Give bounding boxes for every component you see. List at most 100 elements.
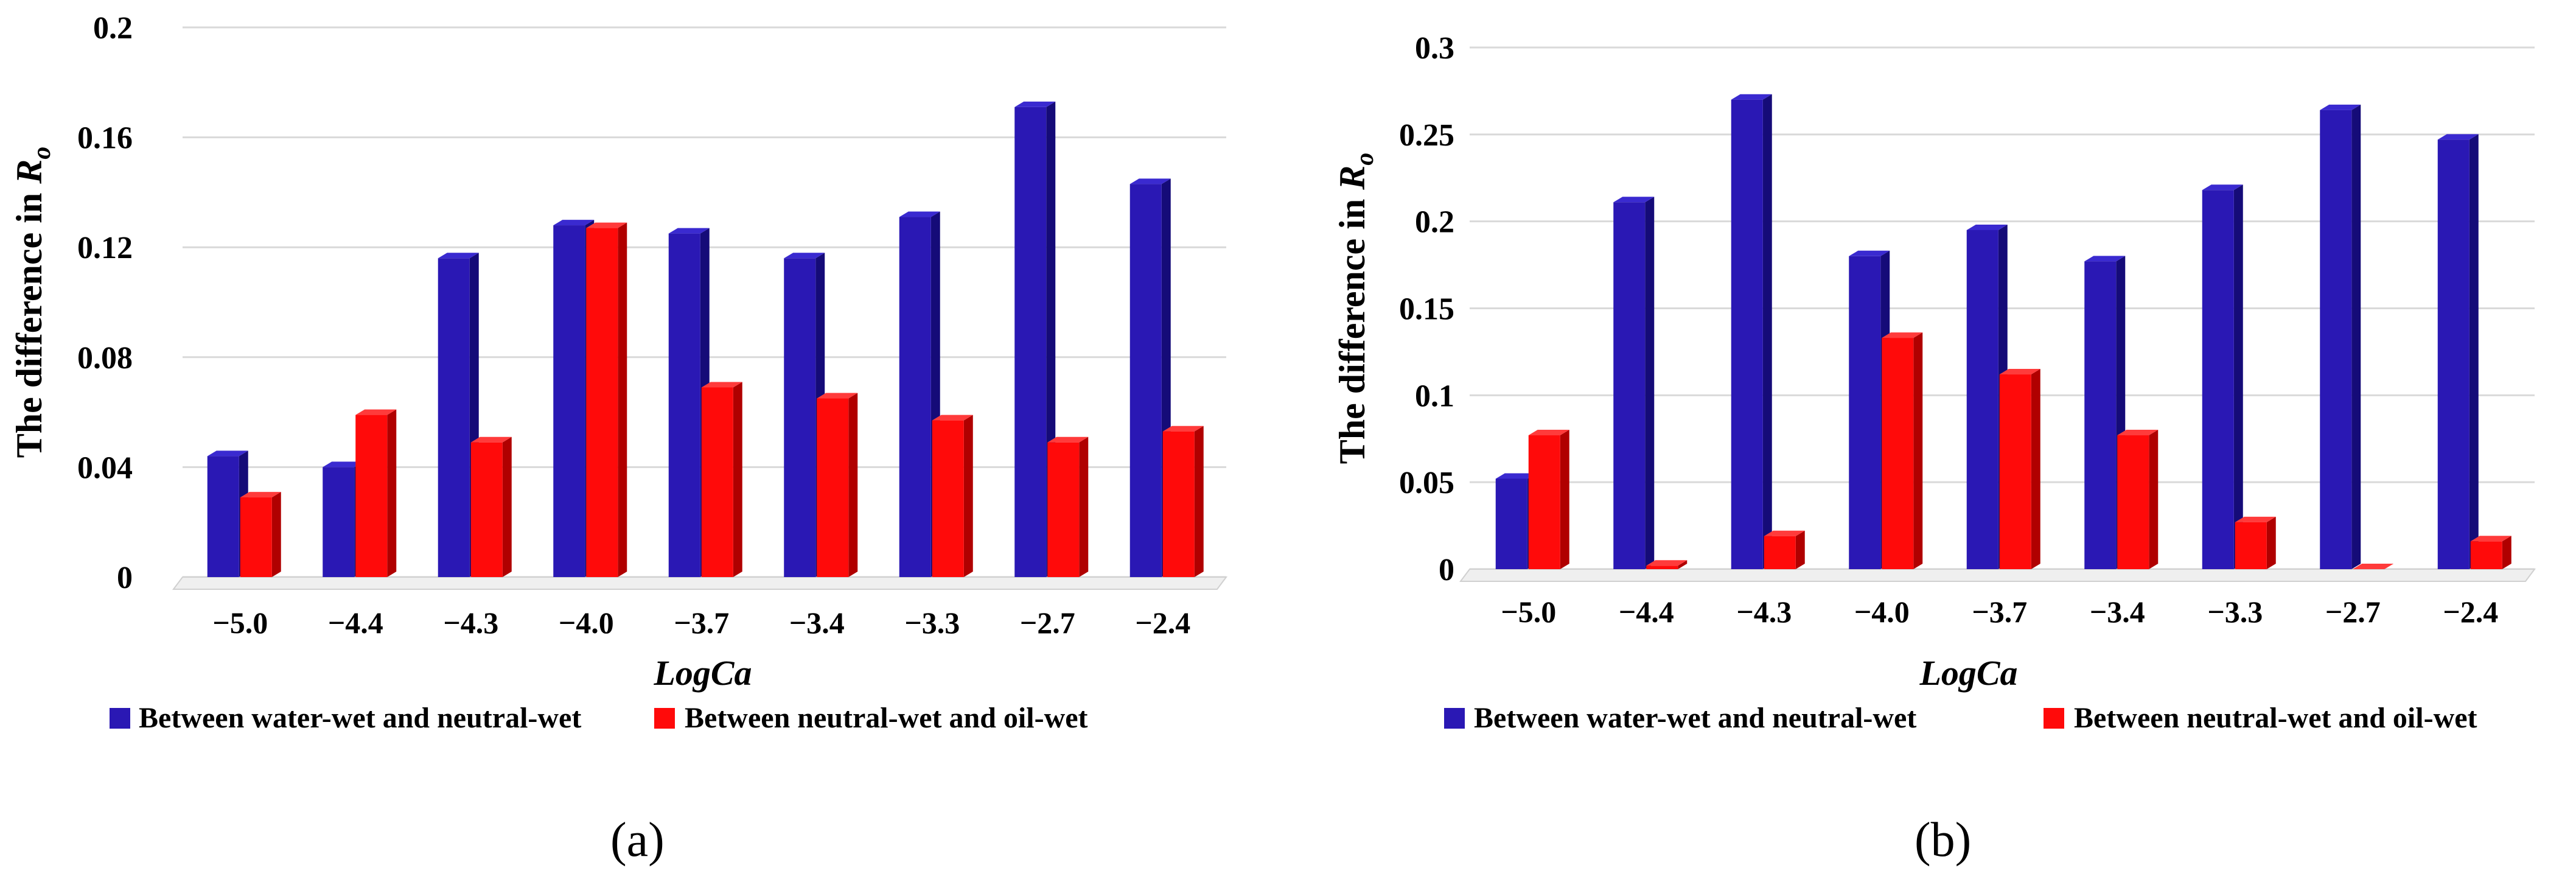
chart-b-bar-s1-1 <box>1613 197 1655 569</box>
chart-b-xtick-label: −3.7 <box>1972 595 2027 629</box>
chart-b-ytick-label: 0.15 <box>1399 292 1454 327</box>
chart-b-bar-s2-8 <box>2470 536 2511 569</box>
chart-b-ytick-label: 0.3 <box>1415 31 1454 66</box>
chart-a-bar-side <box>1194 425 1204 577</box>
chart-a-bar-front <box>1129 184 1162 578</box>
chart-b-bar-s2-4 <box>1999 369 2040 569</box>
chart-a-bar-top <box>470 436 512 443</box>
chart-a-xtick-label: −2.7 <box>1020 606 1075 640</box>
chart-b-bar-front <box>1613 202 1646 569</box>
chart-b-xlabel: LogCa <box>1919 653 2017 693</box>
chart-b-xtick-label: −5.0 <box>1501 595 1556 629</box>
chart-a-bar-top <box>668 228 710 234</box>
chart-a-bar-s2-4 <box>701 382 742 577</box>
chart-b-bar-s2-5 <box>2117 430 2159 569</box>
chart-a-bar-top <box>701 382 742 388</box>
chart-a-bar-top <box>553 220 595 226</box>
chart-b-xtick-label: −2.7 <box>2325 595 2381 629</box>
chart-a-bar-front <box>1047 442 1080 577</box>
chart-a-bar-side <box>733 382 742 577</box>
chart-b-legend-swatch <box>2044 708 2064 729</box>
chart-b-ytick-label: 0 <box>1439 553 1454 587</box>
chart-a-xtick-label: −3.7 <box>674 606 729 640</box>
chart-panel-a: 0 0.04 0.08 0.12 0.16 0.2 The difference in Ro… <box>0 0 1284 879</box>
chart-a-bar-front <box>586 228 618 578</box>
chart-a-bar-s2-7 <box>1047 436 1089 577</box>
chart-a-bar-front <box>240 497 272 577</box>
chart-a-bar-top <box>586 222 627 228</box>
chart-a-xtick-label: −4.0 <box>559 606 614 640</box>
chart-b-xtick-label: −4.0 <box>1854 595 1910 629</box>
chart-a-bar-front <box>207 456 239 577</box>
chart-a-bar-s2-1 <box>355 409 397 577</box>
chart-b-bar-s2-7 <box>2353 564 2394 569</box>
chart-b-bar-top <box>2202 184 2243 191</box>
chart-a-ytick-label: 0.16 <box>77 121 133 156</box>
chart-a-bar-side <box>963 415 973 577</box>
chart-a-bar-front <box>899 217 931 577</box>
chart-b-bar-top <box>1613 197 1655 203</box>
chart-a-bar-front <box>355 415 388 577</box>
chart-b-bar-top <box>1966 224 2008 230</box>
chart-b-ylabel: The difference in Ro <box>1332 153 1379 464</box>
chart-a-ytick-label: 0 <box>117 561 133 595</box>
chart-b-bar-side <box>1560 430 1569 569</box>
chart-a-bar-s2-5 <box>817 393 858 577</box>
chart-b-bar-front <box>2470 541 2502 569</box>
chart-b-bar-top <box>2470 536 2511 542</box>
chart-b-bar-side <box>2149 430 2159 569</box>
chart-a-legend-entry-2: Between neutral-wet and oil-wet <box>654 702 1088 734</box>
chart-a-xtick-label: −5.0 <box>212 606 268 640</box>
chart-a-bar-top <box>1162 425 1204 432</box>
chart-b-bar-s2-2 <box>1764 530 1805 569</box>
chart-b-bar-top <box>2353 564 2394 569</box>
chart-a-bar-side <box>387 409 397 577</box>
chart-a-bar-side <box>618 222 627 578</box>
chart-a-bar-top <box>932 415 973 421</box>
chart-b-bar-front <box>2202 190 2234 569</box>
chart-b-bar-top <box>1764 530 1805 536</box>
chart-a-ytick-label: 0.04 <box>77 450 133 485</box>
chart-a-ytick-label: 0.2 <box>93 11 133 46</box>
chart-a-bar-s2-6 <box>932 415 973 577</box>
chart-a-ytick-label: 0.08 <box>77 341 133 376</box>
chart-b-bar-front <box>2117 435 2149 569</box>
panel-b-sublabel: (b) <box>1915 813 1972 867</box>
chart-b-bar-side <box>2266 516 2276 569</box>
chart-a-bar-s2-8 <box>1162 425 1204 577</box>
chart-a-bar-top <box>899 211 940 217</box>
chart-b-bar-front <box>2437 139 2470 570</box>
chart-b-xtick-label: −4.3 <box>1736 595 1792 629</box>
chart-b-bar-s2-6 <box>2235 516 2276 569</box>
chart-b-bar-top <box>1528 430 1569 436</box>
chart-b-legend-entry-2: Between neutral-wet and oil-wet <box>2044 702 2477 734</box>
chart-b-legend-entry-1: Between water-wet and neutral-wet <box>1444 702 1916 734</box>
chart-a-bar-s2-2 <box>470 436 512 577</box>
chart-b-bar-front <box>2320 110 2352 570</box>
chart-b-legend-swatch <box>1444 708 1465 729</box>
chart-b-bar-side <box>2031 369 2040 569</box>
chart-a-xtick-label: −4.3 <box>443 606 498 640</box>
chart-b-svg: 0 0.05 0.1 0.15 0.2 0.25 0.3 The difference in … <box>1332 31 2536 734</box>
chart-b-bar-top <box>1882 332 1923 338</box>
chart-b-bar-side <box>1762 94 1772 569</box>
chart-b-xtick-label: −3.3 <box>2207 595 2263 629</box>
chart-b-bar-top <box>2084 256 2126 262</box>
chart-b-bar-front <box>1495 478 1527 569</box>
chart-a-legend-label: Between neutral-wet and oil-wet <box>685 702 1088 734</box>
chart-b-ytick-label: 0.2 <box>1415 205 1454 240</box>
chart-a-bar-side <box>271 492 281 577</box>
chart-a-bar-top <box>1129 178 1171 184</box>
chart-b-legend-label: Between water-wet and neutral-wet <box>1474 702 1916 734</box>
chart-b-bar-front <box>1966 229 1998 569</box>
chart-a-bar-front <box>1014 107 1047 577</box>
chart-b-bar-top <box>2117 430 2159 436</box>
chart-b-bar-top <box>1495 473 1537 479</box>
chart-a-ytick-label: 0.12 <box>77 231 133 265</box>
chart-panel-b: 0 0.05 0.1 0.15 0.2 0.25 0.3 The difference in … <box>1284 0 2576 879</box>
chart-a-bar-s2-3 <box>586 222 627 578</box>
chart-a-svg: 0 0.04 0.08 0.12 0.16 0.2 The difference in Ro… <box>9 11 1227 734</box>
chart-b-bar-side <box>2233 184 2243 569</box>
chart-a-bar-front <box>323 467 355 577</box>
chart-a-bar-top <box>784 253 825 259</box>
